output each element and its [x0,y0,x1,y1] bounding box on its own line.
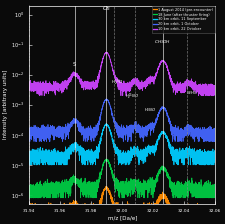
Legend: 1 August 2014 (pre-encounter), 18 June (after thruster firing), 30 km orbit, 11 : 1 August 2014 (pre-encounter), 18 June (… [151,6,215,32]
Text: $H_2^{18}O$: $H_2^{18}O$ [111,78,124,88]
X-axis label: m/z [Da/e]: m/z [Da/e] [108,215,137,220]
Text: $H_3NO$: $H_3NO$ [144,106,157,114]
Text: $CH_3OH$: $CH_3OH$ [154,39,171,46]
Y-axis label: Intensity [arbitrary units]: Intensity [arbitrary units] [3,70,9,139]
Text: $O_2$: $O_2$ [102,4,111,13]
Text: $N_2H_4$: $N_2H_4$ [186,89,197,97]
Text: S: S [73,62,76,67]
Text: $H_2^{15}NO$: $H_2^{15}NO$ [125,92,139,102]
